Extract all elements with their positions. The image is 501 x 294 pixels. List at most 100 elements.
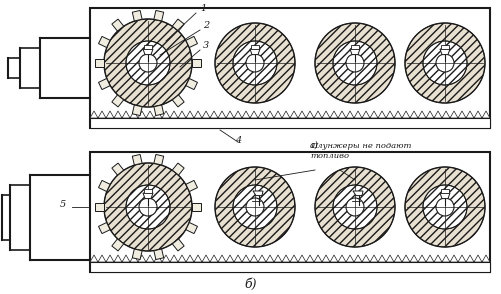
Polygon shape: [185, 78, 197, 90]
Polygon shape: [249, 49, 260, 55]
Polygon shape: [290, 111, 298, 118]
Polygon shape: [186, 111, 193, 118]
Polygon shape: [433, 255, 441, 262]
Circle shape: [139, 198, 157, 216]
Polygon shape: [449, 111, 457, 118]
Polygon shape: [329, 255, 337, 262]
Polygon shape: [465, 255, 473, 262]
Circle shape: [435, 54, 453, 72]
Bar: [440, 45, 448, 49]
Polygon shape: [138, 255, 146, 262]
Polygon shape: [233, 255, 241, 262]
Polygon shape: [385, 255, 393, 262]
Polygon shape: [143, 49, 153, 55]
Polygon shape: [352, 191, 362, 196]
Polygon shape: [217, 255, 225, 262]
Polygon shape: [282, 255, 290, 262]
Polygon shape: [282, 111, 290, 118]
Polygon shape: [345, 111, 353, 118]
Polygon shape: [473, 255, 481, 262]
Polygon shape: [130, 111, 138, 118]
Text: 2: 2: [202, 21, 209, 30]
Polygon shape: [132, 105, 142, 116]
Polygon shape: [154, 111, 162, 118]
Polygon shape: [132, 11, 142, 21]
Polygon shape: [98, 223, 110, 234]
Polygon shape: [90, 255, 98, 262]
Polygon shape: [377, 111, 385, 118]
Polygon shape: [98, 181, 110, 191]
Polygon shape: [172, 95, 184, 107]
Bar: [144, 45, 152, 49]
Polygon shape: [172, 239, 184, 251]
Polygon shape: [162, 111, 170, 118]
Polygon shape: [449, 255, 457, 262]
Polygon shape: [154, 255, 162, 262]
Polygon shape: [185, 181, 197, 191]
Circle shape: [232, 185, 277, 229]
Polygon shape: [401, 255, 409, 262]
Circle shape: [232, 41, 277, 85]
Polygon shape: [266, 255, 274, 262]
Polygon shape: [353, 255, 361, 262]
Polygon shape: [393, 255, 401, 262]
Polygon shape: [112, 163, 123, 175]
Polygon shape: [417, 255, 425, 262]
Circle shape: [214, 23, 295, 103]
Polygon shape: [90, 111, 98, 118]
Circle shape: [435, 198, 453, 216]
Polygon shape: [441, 111, 449, 118]
Circle shape: [126, 185, 170, 229]
Circle shape: [245, 54, 264, 72]
Polygon shape: [154, 154, 163, 165]
Circle shape: [314, 167, 394, 247]
Polygon shape: [170, 111, 178, 118]
Circle shape: [214, 167, 295, 247]
Polygon shape: [98, 78, 110, 90]
Circle shape: [126, 41, 170, 85]
Polygon shape: [98, 255, 106, 262]
Polygon shape: [154, 249, 163, 260]
Polygon shape: [225, 255, 233, 262]
Polygon shape: [178, 255, 186, 262]
Circle shape: [104, 163, 191, 251]
Bar: [90, 8, 489, 128]
Polygon shape: [465, 111, 473, 118]
Text: 5: 5: [60, 200, 66, 209]
Polygon shape: [249, 255, 258, 262]
Text: Плунжеры не подают
топливо: Плунжеры не подают топливо: [310, 142, 411, 160]
Text: 3: 3: [202, 41, 209, 50]
Bar: [250, 45, 259, 49]
Circle shape: [404, 23, 484, 103]
Polygon shape: [178, 111, 186, 118]
Polygon shape: [457, 111, 465, 118]
Polygon shape: [95, 203, 104, 211]
Polygon shape: [143, 193, 153, 199]
Polygon shape: [298, 111, 306, 118]
Polygon shape: [290, 255, 298, 262]
Polygon shape: [306, 255, 313, 262]
Polygon shape: [258, 111, 266, 118]
Circle shape: [104, 19, 191, 107]
Polygon shape: [377, 255, 385, 262]
Polygon shape: [146, 255, 154, 262]
Polygon shape: [162, 255, 170, 262]
Polygon shape: [106, 111, 114, 118]
Polygon shape: [98, 111, 106, 118]
Text: 1: 1: [199, 4, 206, 13]
Polygon shape: [130, 255, 138, 262]
Polygon shape: [409, 255, 417, 262]
Polygon shape: [349, 49, 359, 55]
Polygon shape: [369, 111, 377, 118]
Polygon shape: [201, 255, 209, 262]
Polygon shape: [337, 111, 345, 118]
Polygon shape: [191, 59, 200, 67]
Polygon shape: [209, 111, 217, 118]
Circle shape: [245, 198, 264, 216]
Polygon shape: [425, 111, 433, 118]
Polygon shape: [439, 193, 449, 199]
Polygon shape: [191, 203, 200, 211]
Bar: [350, 45, 358, 49]
Polygon shape: [393, 111, 401, 118]
Polygon shape: [98, 36, 110, 48]
